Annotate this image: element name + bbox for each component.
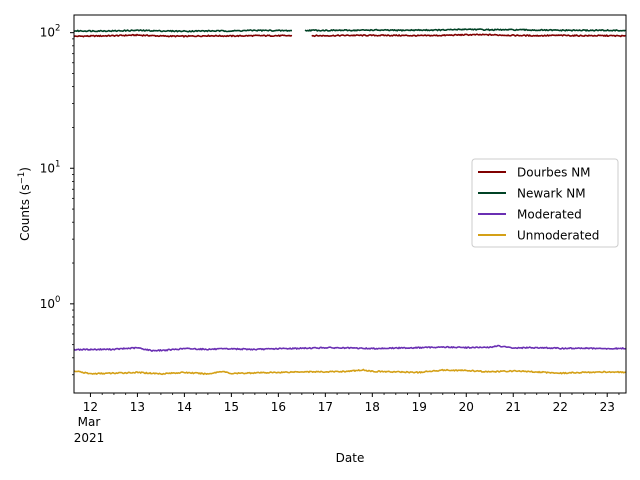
- x-tick-label: 22: [553, 400, 568, 414]
- y-tick-label: 10: [40, 297, 55, 311]
- legend-label: Moderated: [517, 208, 582, 222]
- x-sub-label-year: 2021: [74, 431, 105, 445]
- x-tick-label: 15: [224, 400, 239, 414]
- legend: Dourbes NM Newark NM Moderated Unmoderated: [471, 158, 619, 248]
- x-tick-label: 14: [177, 400, 192, 414]
- legend-label: Newark NM: [517, 187, 586, 201]
- y-axis-label-close: ): [18, 167, 32, 172]
- legend-label: Dourbes NM: [517, 166, 591, 180]
- x-tick-label: 12: [83, 400, 98, 414]
- x-axis-label: Date: [336, 451, 365, 465]
- x-axis: 12 13 14 15 16 17 18 19 20 21 22 23: [83, 393, 620, 414]
- x-tick-label: 20: [459, 400, 474, 414]
- legend-entries: Dourbes NM Newark NM Moderated Unmoderated: [478, 166, 599, 243]
- x-tick-label: 17: [318, 400, 333, 414]
- x-tick-label: 18: [365, 400, 380, 414]
- plot-frame: [73, 14, 627, 394]
- x-tick-label: 21: [506, 400, 521, 414]
- x-tick-label: 23: [600, 400, 615, 414]
- x-tick-label: 19: [412, 400, 427, 414]
- y-tick-exponent: 0: [55, 295, 60, 305]
- series-line-4: [73, 368, 626, 376]
- y-tick-exponent: 1: [55, 159, 60, 169]
- y-axis-label: Counts (s−1): [17, 167, 32, 241]
- x-tick-label: 16: [271, 400, 286, 414]
- series-line-2: [73, 28, 626, 33]
- legend-label: Unmoderated: [517, 229, 599, 243]
- y-tick-label: 10: [40, 26, 55, 40]
- legend-box: [471, 158, 619, 248]
- y-tick-label: 10: [40, 161, 55, 175]
- x-tick-label: 13: [130, 400, 145, 414]
- series-line-3: [73, 344, 626, 352]
- y-axis-label-main: Counts (s: [18, 184, 32, 241]
- series-layer: [73, 28, 626, 376]
- series-line-1: [73, 33, 626, 38]
- y-axis-label-exponent: −1: [17, 172, 27, 185]
- y-tick-exponent: 2: [55, 24, 60, 34]
- x-sub-label-month: Mar: [78, 415, 101, 429]
